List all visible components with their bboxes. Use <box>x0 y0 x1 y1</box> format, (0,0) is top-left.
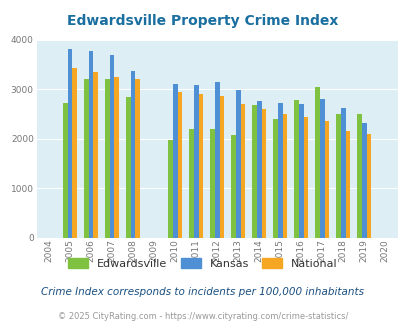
Bar <box>340 108 345 238</box>
Text: Crime Index corresponds to incidents per 100,000 inhabitants: Crime Index corresponds to incidents per… <box>41 287 364 297</box>
Text: © 2025 CityRating.com - https://www.cityrating.com/crime-statistics/: © 2025 CityRating.com - https://www.city… <box>58 312 347 321</box>
Bar <box>110 55 114 238</box>
Bar <box>68 49 72 238</box>
Bar <box>356 114 361 238</box>
Bar <box>126 96 130 238</box>
Bar <box>194 85 198 238</box>
Bar <box>63 103 68 238</box>
Bar <box>235 89 240 238</box>
Bar <box>210 129 214 238</box>
Bar <box>89 51 93 238</box>
Bar <box>168 140 173 238</box>
Bar <box>105 79 110 238</box>
Bar <box>315 87 319 238</box>
Bar <box>177 92 182 238</box>
Legend: Edwardsville, Kansas, National: Edwardsville, Kansas, National <box>68 258 337 269</box>
Bar <box>130 71 135 238</box>
Bar <box>252 106 256 238</box>
Bar <box>261 110 266 238</box>
Bar <box>256 102 261 238</box>
Bar <box>84 79 89 238</box>
Bar <box>294 100 298 238</box>
Bar <box>198 94 202 238</box>
Bar <box>173 84 177 238</box>
Bar <box>231 135 235 238</box>
Bar <box>361 123 366 238</box>
Bar <box>93 72 98 238</box>
Bar <box>366 134 370 238</box>
Bar <box>282 115 286 238</box>
Bar <box>114 77 119 238</box>
Bar <box>277 103 282 238</box>
Bar <box>335 115 340 238</box>
Bar <box>240 104 245 238</box>
Bar <box>72 68 77 238</box>
Bar <box>298 104 303 238</box>
Bar <box>219 96 224 238</box>
Bar <box>273 119 277 238</box>
Bar <box>135 79 140 238</box>
Bar <box>324 121 328 238</box>
Bar <box>319 99 324 238</box>
Bar <box>345 131 350 238</box>
Text: Edwardsville Property Crime Index: Edwardsville Property Crime Index <box>67 15 338 28</box>
Bar <box>189 129 194 238</box>
Bar <box>214 82 219 238</box>
Bar <box>303 117 307 238</box>
